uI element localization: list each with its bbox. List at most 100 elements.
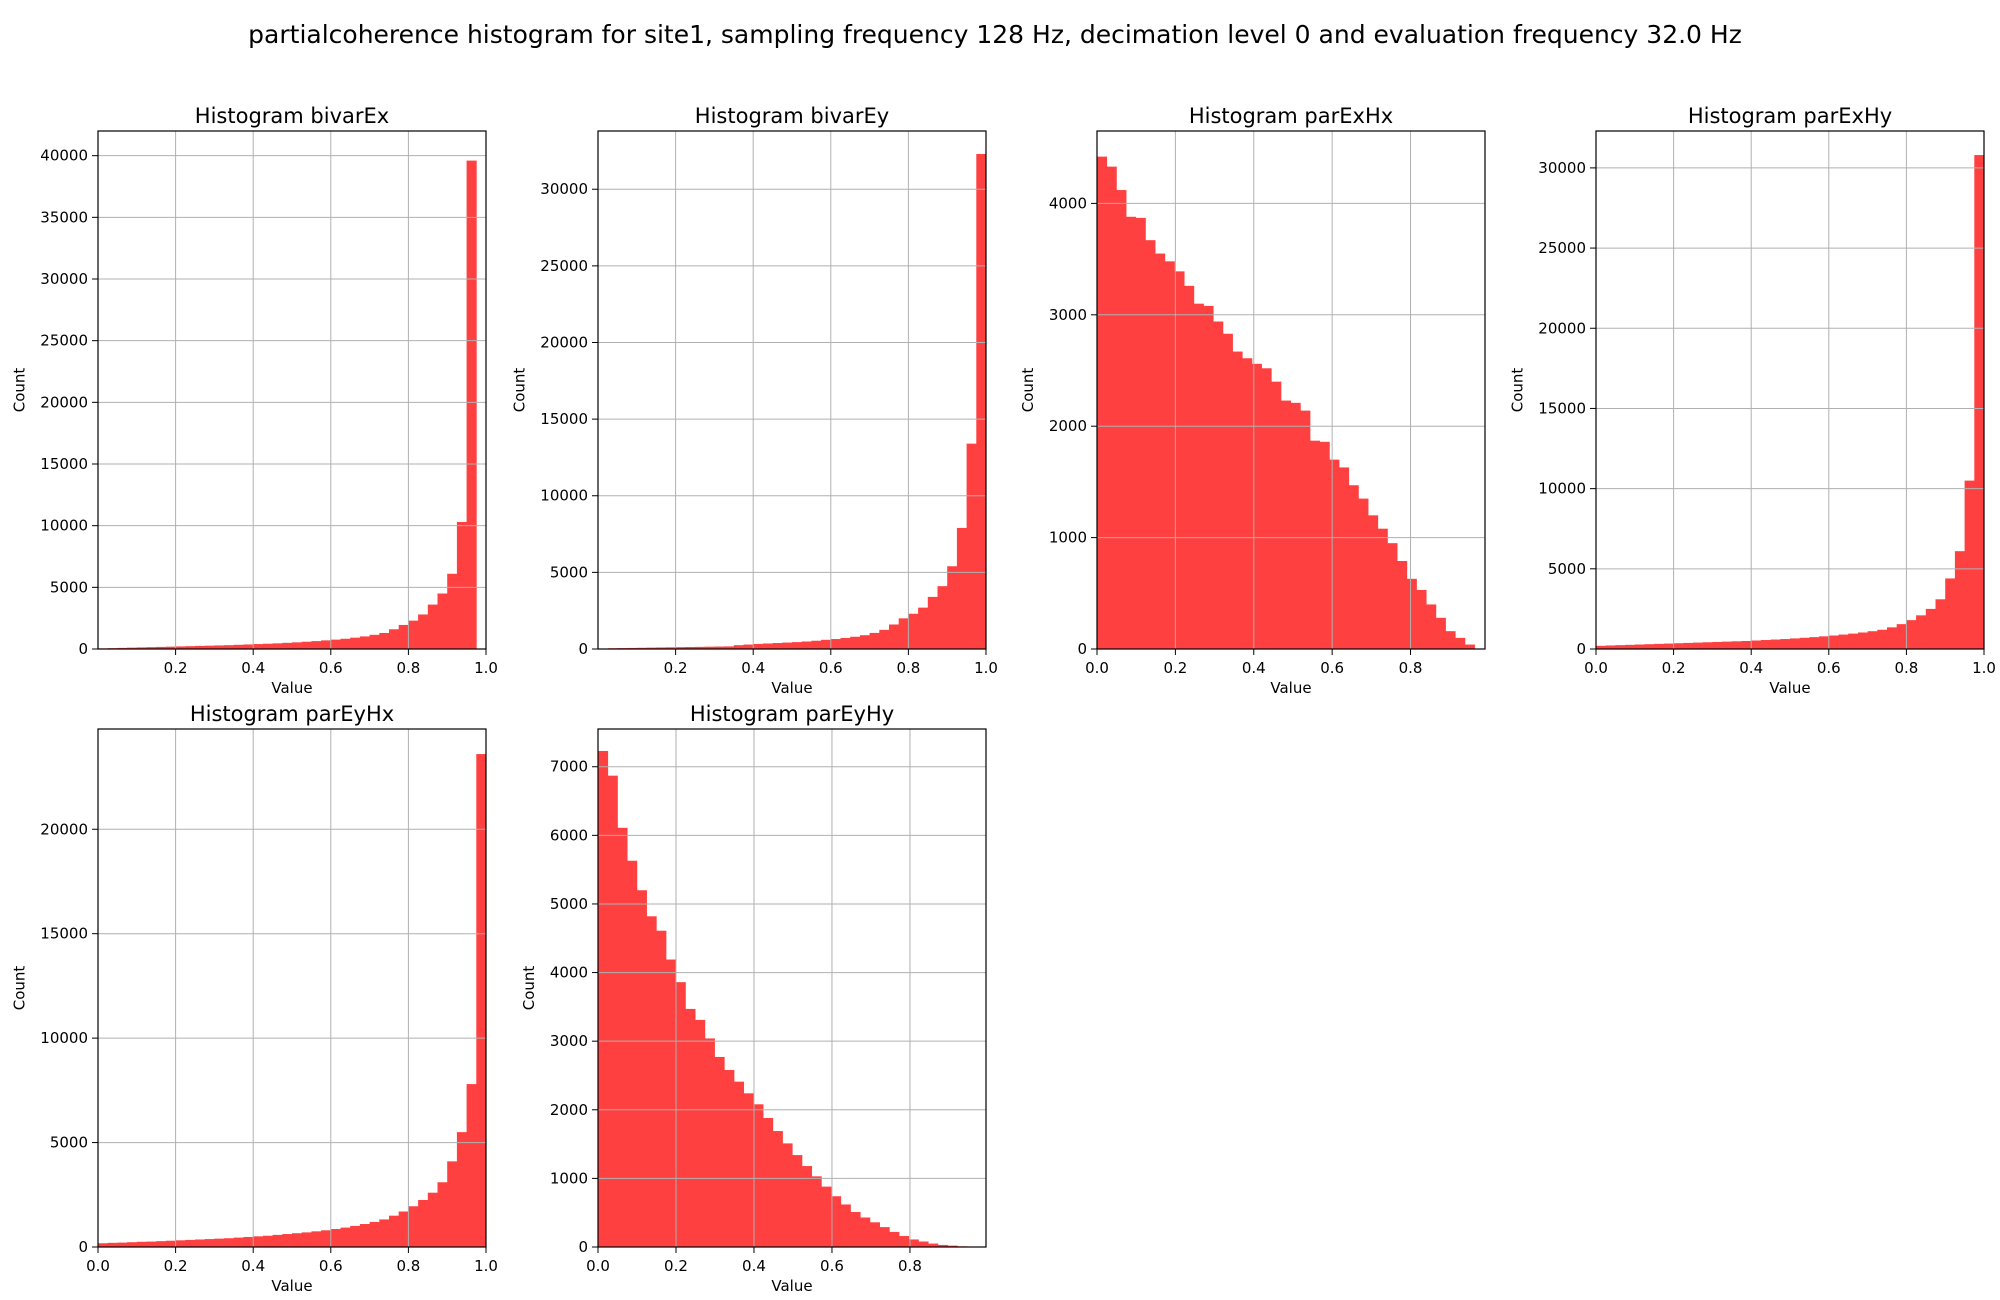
axes-frame bbox=[97, 130, 487, 650]
histogram-bar bbox=[1116, 190, 1127, 649]
subplot-title: Histogram parEyHy bbox=[690, 702, 894, 726]
x-tick-label: 0.6 bbox=[1320, 659, 1344, 677]
histogram-bar bbox=[966, 443, 977, 649]
histogram-bar bbox=[1309, 440, 1321, 649]
histogram-bar bbox=[714, 646, 725, 649]
histogram-bar bbox=[947, 1245, 958, 1247]
histogram-bar bbox=[656, 930, 667, 1247]
histogram-bar bbox=[840, 637, 851, 649]
y-tick-label: 20000 bbox=[1538, 319, 1586, 337]
y-tick-label: 10000 bbox=[40, 517, 88, 535]
histogram-bar bbox=[1203, 305, 1214, 649]
x-axis-label: Value bbox=[1769, 679, 1810, 697]
histogram-bar bbox=[1397, 560, 1408, 649]
histogram-bar bbox=[1097, 156, 1108, 649]
histogram-bar bbox=[1213, 321, 1224, 649]
y-tick-label: 0 bbox=[1077, 640, 1087, 658]
histogram-bar bbox=[1974, 155, 1985, 649]
histogram-bar bbox=[398, 624, 409, 649]
histogram-bar bbox=[185, 1239, 196, 1247]
histogram-bar bbox=[840, 1204, 851, 1247]
histogram-panel-5: 0.0 0.2 0.4 0.6 0.8 1.0 0 5000 10000 15000 20000 Hi… bbox=[11, 702, 498, 1295]
y-tick-label: 3000 bbox=[550, 1032, 588, 1050]
y-tick-label: 35000 bbox=[40, 208, 88, 226]
y-tick-label: 6000 bbox=[550, 826, 588, 844]
subplot-title: Histogram parEyHx bbox=[190, 702, 394, 726]
histogram-bar bbox=[1790, 638, 1801, 649]
histogram-panel-6: 0.0 0.2 0.4 0.6 0.8 0 1000 2000 3000 4000 5000 6000… bbox=[520, 702, 987, 1295]
histogram-bar bbox=[1848, 633, 1859, 649]
histogram-bar bbox=[330, 1229, 341, 1247]
histogram-bar bbox=[1164, 261, 1175, 649]
histogram-bar bbox=[743, 1093, 754, 1247]
histogram-bar bbox=[675, 982, 686, 1247]
histogram-bar bbox=[1857, 632, 1868, 649]
histogram-bar bbox=[976, 153, 987, 649]
y-tick-label: 1000 bbox=[550, 1169, 588, 1187]
histogram-bar bbox=[204, 645, 215, 649]
histogram-bar bbox=[340, 638, 351, 649]
histogram-bar bbox=[947, 566, 958, 649]
histogram-bar bbox=[1964, 480, 1975, 649]
histogram-bar bbox=[792, 642, 803, 649]
y-axis-label: Count bbox=[11, 966, 29, 1011]
y-tick-label: 5000 bbox=[50, 578, 88, 596]
histogram-bar bbox=[156, 646, 167, 649]
histogram-bar bbox=[646, 647, 657, 649]
x-tick-label: 0.2 bbox=[1662, 659, 1686, 677]
x-tick-label: 0.2 bbox=[164, 659, 188, 677]
axes-frame bbox=[597, 130, 987, 650]
y-tick-label: 30000 bbox=[1538, 159, 1586, 177]
histogram-bar bbox=[724, 1069, 735, 1247]
histogram-bar bbox=[821, 639, 832, 649]
histogram-bar bbox=[1867, 631, 1878, 649]
histogram-bar bbox=[656, 647, 667, 649]
x-tick-label: 0.4 bbox=[741, 659, 765, 677]
histogram-bar bbox=[792, 1155, 803, 1247]
histogram-bar bbox=[1780, 639, 1791, 649]
x-tick-label: 1.0 bbox=[974, 659, 998, 677]
histogram-bar bbox=[447, 1161, 458, 1247]
y-tick-label: 4000 bbox=[550, 964, 588, 982]
histogram-bar bbox=[1455, 637, 1466, 649]
y-tick-label: 5000 bbox=[550, 895, 588, 913]
x-tick-label: 1.0 bbox=[474, 1257, 498, 1275]
histogram-bar bbox=[175, 646, 186, 649]
histogram-bar bbox=[1596, 645, 1607, 649]
y-tick-label: 1000 bbox=[1049, 529, 1087, 547]
histogram-bar bbox=[733, 645, 744, 649]
x-tick-label: 0.6 bbox=[1817, 659, 1841, 677]
histogram-bar bbox=[1605, 645, 1616, 649]
histogram-bar bbox=[456, 1132, 467, 1247]
histogram-bar bbox=[233, 1237, 244, 1247]
histogram-panel-2: 0.2 0.4 0.6 0.8 1.0 0 5000 10000 15000 20000 25000… bbox=[511, 104, 998, 697]
histogram-bar bbox=[908, 1239, 919, 1247]
histogram-bar bbox=[350, 637, 361, 649]
x-axis-label: Value bbox=[771, 1277, 812, 1295]
histogram-bar bbox=[704, 1038, 715, 1247]
histogram-panel-3: 0.0 0.2 0.4 0.6 0.8 0 1000 2000 3000 4000 Histogra… bbox=[1019, 104, 1486, 697]
x-tick-label: 0.2 bbox=[664, 659, 688, 677]
y-tick-label: 0 bbox=[1576, 640, 1586, 658]
y-tick-label: 10000 bbox=[1538, 480, 1586, 498]
axes-frame bbox=[1595, 130, 1985, 650]
histogram-bar bbox=[1945, 578, 1956, 649]
histogram-bar bbox=[214, 645, 225, 649]
histogram-bar bbox=[859, 635, 870, 649]
x-tick-label: 0.4 bbox=[241, 1257, 265, 1275]
histogram-bar bbox=[272, 1234, 283, 1247]
x-tick-label: 0.0 bbox=[86, 1257, 110, 1275]
histogram-bar bbox=[1271, 381, 1282, 649]
x-tick-label: 0.2 bbox=[664, 1257, 688, 1275]
histogram-bar bbox=[1106, 166, 1117, 649]
histogram-bar bbox=[1222, 333, 1233, 649]
histogram-bar bbox=[107, 1242, 118, 1247]
histogram-bar bbox=[1406, 578, 1417, 649]
histogram-bar bbox=[695, 1019, 706, 1247]
histogram-bar bbox=[427, 604, 438, 649]
histogram-bar bbox=[165, 646, 176, 649]
y-tick-label: 3000 bbox=[1049, 306, 1087, 324]
histogram-bar bbox=[195, 1239, 206, 1247]
x-tick-label: 0.8 bbox=[1894, 659, 1918, 677]
histogram-bar bbox=[389, 629, 400, 649]
